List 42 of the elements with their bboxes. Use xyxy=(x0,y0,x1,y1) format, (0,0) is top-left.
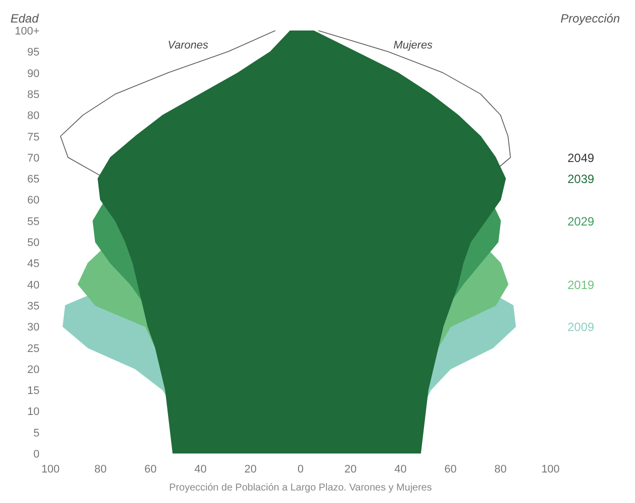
text: 2019 xyxy=(568,278,595,292)
y-tick-label: 30 xyxy=(27,322,40,334)
annotation: Mujeres xyxy=(393,40,434,52)
y-tick-label: 80 xyxy=(27,110,40,122)
y-tick-label: 95 xyxy=(27,46,40,59)
y-tick-label: 40 xyxy=(27,279,40,292)
x-tick-label: 60 xyxy=(144,464,157,476)
x-tick-label: 40 xyxy=(194,464,207,476)
x-tick-label: 20 xyxy=(244,464,257,476)
y-axis-title: Edad xyxy=(10,12,39,26)
x-tick-label: 80 xyxy=(494,464,507,476)
y-tick-label: 15 xyxy=(27,385,40,398)
y-tick-label: 55 xyxy=(27,216,40,228)
y-tick-label: 60 xyxy=(27,194,40,207)
x-tick-label: 80 xyxy=(94,464,107,476)
y-tick-label: 45 xyxy=(27,258,40,270)
annotation: Varones xyxy=(168,40,209,52)
y-tick-label: 20 xyxy=(27,364,40,376)
y-tick-label: 85 xyxy=(27,88,40,101)
x-tick-label: 40 xyxy=(394,464,407,476)
y-tick-label: 35 xyxy=(27,300,40,312)
y-tick-label: 65 xyxy=(27,174,40,186)
y-tick-label: 50 xyxy=(27,237,40,249)
x-tick-label: 60 xyxy=(444,464,457,476)
y-tick-label: 10 xyxy=(27,406,40,418)
legend-title: Proyección xyxy=(560,12,620,26)
x-tick-label: 100 xyxy=(41,464,60,476)
text: Proyección de Población a Largo Plazo. Varones y Mujeres xyxy=(169,482,432,494)
text: 2049 xyxy=(568,150,595,165)
x-tick-label: 0 xyxy=(297,464,304,476)
y-tick-label: 0 xyxy=(33,448,40,460)
y-tick-label: 70 xyxy=(27,152,40,164)
y-tick-label: 25 xyxy=(27,342,40,355)
text: 2029 xyxy=(568,214,595,228)
y-tick-label: 5 xyxy=(33,427,40,440)
y-tick-label: 100+ xyxy=(14,26,40,38)
text: 2009 xyxy=(568,320,595,334)
x-tick-label: 100 xyxy=(541,464,560,476)
x-tick-label: 20 xyxy=(344,464,357,476)
y-tick-label: 90 xyxy=(27,68,40,80)
text: 2039 xyxy=(568,172,595,186)
y-tick-label: 75 xyxy=(27,131,40,144)
